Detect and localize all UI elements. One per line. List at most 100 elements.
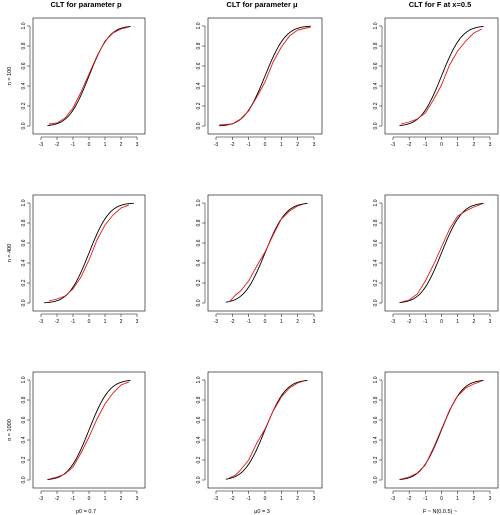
- empirical-cdf-line: [400, 380, 483, 480]
- x-tick-label: 2: [472, 142, 475, 148]
- x-axis: -3 -2 -1 0 1 2 3: [39, 136, 139, 148]
- x-tick-label: 0: [88, 142, 91, 148]
- x-tick-label: -1: [71, 496, 76, 502]
- bottom-labels: p0 = 0.7 μ0 = 3 F ~ N(0.0.5) ~: [76, 509, 457, 515]
- x-tick-label: 2: [120, 142, 123, 148]
- y-tick-label: 0.2: [373, 456, 379, 463]
- y-tick-label: 0.8: [373, 219, 379, 226]
- column-title-f: CLT for F at x=0.5: [409, 0, 472, 9]
- x-tick-label: 1: [280, 142, 283, 148]
- empirical-cdf-line: [400, 28, 483, 125]
- x-tick-label: -3: [214, 142, 219, 148]
- y-tick-label: 0.8: [196, 396, 202, 403]
- x-tick-label: 0: [440, 496, 443, 502]
- y-tick-label: 0.8: [196, 219, 202, 226]
- y-axis: 0.0 0.2 0.4 0.6 0.8 1.0: [21, 376, 31, 483]
- x-tick-label: -2: [407, 319, 412, 325]
- x-tick-label: 0: [88, 496, 91, 502]
- bottom-label-mu0: μ0 = 3: [254, 509, 270, 515]
- normal-cdf-line: [219, 25, 311, 127]
- x-tick-label: -3: [39, 496, 44, 502]
- plot-frame: [32, 371, 146, 489]
- x-tick-label: 2: [120, 496, 123, 502]
- plot-frame: [32, 17, 146, 135]
- y-axis: 0.0 0.2 0.4 0.6 0.8 1.0: [373, 199, 383, 306]
- y-tick-label: 0.8: [21, 219, 27, 226]
- y-axis: 0.0 0.2 0.4 0.6 0.8 1.0: [373, 376, 383, 483]
- x-tick-label: 0: [88, 319, 91, 325]
- x-tick-label: -1: [246, 319, 251, 325]
- x-tick-label: 0: [264, 319, 267, 325]
- x-axis: -3 -2 -1 0 1 2 3: [39, 313, 139, 325]
- y-tick-label: 0.0: [21, 122, 27, 129]
- y-tick-label: 1.0: [373, 376, 379, 383]
- normal-cdf-line: [44, 202, 134, 304]
- x-tick-label: -3: [214, 496, 219, 502]
- empirical-cdf-line: [48, 204, 130, 302]
- panel-r0-c0: -3 -2 -1 0 1 2 3 0.0 0.2 0.4 0.6 0.8 1.0: [21, 17, 146, 148]
- panel-r2-c0: -3 -2 -1 0 1 2 3 0.0 0.2 0.4 0.6 0.8 1.0: [21, 371, 146, 502]
- x-tick-label: 3: [489, 496, 492, 502]
- empirical-cdf-line: [219, 26, 311, 126]
- x-tick-label: -3: [391, 496, 396, 502]
- x-tick-label: 2: [120, 319, 123, 325]
- x-axis: -3 -2 -1 0 1 2 3: [39, 490, 139, 502]
- y-tick-label: 0.8: [373, 42, 379, 49]
- x-tick-label: -3: [391, 319, 396, 325]
- x-tick-label: 1: [456, 319, 459, 325]
- panel-r1-c2: -3 -2 -1 0 1 2 3 0.0 0.2 0.4 0.6 0.8 1.0: [373, 194, 499, 325]
- y-tick-label: 1.0: [21, 199, 27, 206]
- y-tick-label: 0.8: [21, 396, 27, 403]
- empirical-cdf-line: [400, 203, 483, 303]
- x-tick-label: -1: [71, 319, 76, 325]
- x-tick-label: -1: [246, 496, 251, 502]
- column-titles: CLT for parameter p CLT for parameter μ …: [50, 0, 471, 9]
- x-tick-label: -3: [39, 319, 44, 325]
- row-label-n100: n = 100: [7, 67, 13, 86]
- y-tick-label: 0.4: [373, 259, 379, 266]
- y-tick-label: 1.0: [196, 376, 202, 383]
- x-tick-label: 2: [472, 319, 475, 325]
- row-label-n400: n = 400: [7, 244, 13, 263]
- x-tick-label: 3: [136, 319, 139, 325]
- plot-frame: [32, 194, 146, 312]
- normal-cdf-line: [47, 380, 131, 480]
- x-axis: -3 -2 -1 0 1 2 3: [391, 490, 492, 502]
- y-tick-label: 0.4: [196, 259, 202, 266]
- x-tick-label: -3: [39, 142, 44, 148]
- row-labels: n = 100 n = 400 n = 1000: [7, 67, 13, 441]
- y-tick-label: 0.0: [21, 476, 27, 483]
- y-tick-label: 0.2: [196, 456, 202, 463]
- panel-r0-c2: -3 -2 -1 0 1 2 3 0.0 0.2 0.4 0.6 0.8 1.0: [373, 17, 499, 148]
- y-tick-label: 0.6: [196, 239, 202, 246]
- x-tick-label: -2: [407, 142, 412, 148]
- y-tick-label: 0.0: [196, 299, 202, 306]
- y-tick-label: 0.4: [21, 436, 27, 443]
- x-tick-label: -2: [230, 319, 235, 325]
- x-tick-label: -1: [71, 142, 76, 148]
- y-tick-label: 0.2: [21, 456, 27, 463]
- x-tick-label: -1: [423, 319, 428, 325]
- x-tick-label: 3: [489, 142, 492, 148]
- y-tick-label: 0.2: [196, 279, 202, 286]
- plot-frame: [207, 194, 323, 312]
- x-tick-label: 1: [280, 496, 283, 502]
- x-tick-label: 2: [296, 496, 299, 502]
- x-tick-label: -1: [423, 142, 428, 148]
- x-tick-label: 2: [296, 142, 299, 148]
- panel-r1-c1: -3 -2 -1 0 1 2 3 0.0 0.2 0.4 0.6 0.8 1.0: [196, 194, 323, 325]
- y-tick-label: 0.6: [373, 416, 379, 423]
- x-tick-label: -2: [230, 496, 235, 502]
- x-tick-label: 0: [440, 319, 443, 325]
- y-axis: 0.0 0.2 0.4 0.6 0.8 1.0: [196, 376, 206, 483]
- y-tick-label: 0.2: [373, 279, 379, 286]
- y-axis: 0.0 0.2 0.4 0.6 0.8 1.0: [196, 22, 206, 129]
- y-tick-label: 1.0: [21, 22, 27, 29]
- x-tick-label: 1: [104, 142, 107, 148]
- panels: -3 -2 -1 0 1 2 3 0.0 0.2 0.4 0.6 0.8 1.0 -3 -2 -1 0 1 2 3 0.…: [21, 17, 499, 502]
- y-tick-label: 0.0: [373, 122, 379, 129]
- x-axis: -3 -2 -1 0 1 2 3: [214, 490, 316, 502]
- y-tick-label: 0.0: [373, 476, 379, 483]
- panel-r1-c0: -3 -2 -1 0 1 2 3 0.0 0.2 0.4 0.6 0.8 1.0: [21, 194, 146, 325]
